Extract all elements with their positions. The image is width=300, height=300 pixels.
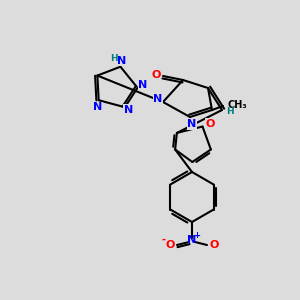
Text: O: O (209, 240, 219, 250)
Text: H: H (226, 107, 234, 116)
Text: N: N (117, 56, 126, 66)
Text: N: N (188, 235, 196, 245)
Text: N: N (124, 105, 133, 115)
Text: N: N (153, 94, 163, 104)
Text: O: O (151, 70, 161, 80)
Text: N: N (93, 102, 102, 112)
Text: -: - (162, 235, 166, 245)
Text: O: O (206, 118, 215, 128)
Text: +: + (194, 230, 200, 239)
Text: CH₃: CH₃ (228, 100, 248, 110)
Text: N: N (138, 80, 148, 90)
Text: H: H (111, 54, 118, 63)
Text: O: O (165, 240, 175, 250)
Text: N: N (188, 119, 196, 129)
